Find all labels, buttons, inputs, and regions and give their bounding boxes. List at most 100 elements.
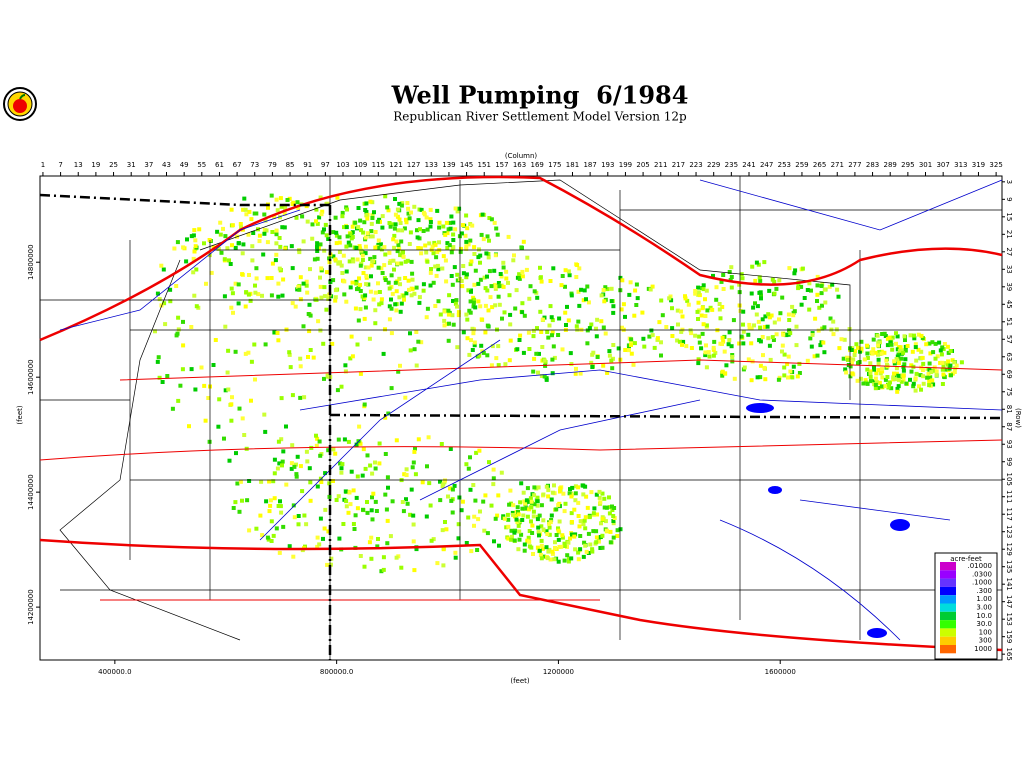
pumping-cell [331, 278, 336, 283]
pumping-cell [355, 474, 360, 479]
pumping-cell [192, 228, 197, 233]
pumping-cell [373, 230, 378, 234]
pumping-cell [551, 266, 556, 271]
column-tick-label: 289 [884, 161, 897, 169]
pumping-cell [271, 479, 276, 484]
pumping-cell [317, 215, 322, 220]
pumping-cell [331, 479, 335, 483]
pumping-cell [337, 536, 342, 541]
pumping-cell [536, 370, 540, 375]
pumping-cell [277, 461, 282, 466]
pumping-cell [752, 323, 756, 328]
pumping-cell [704, 288, 709, 293]
pumping-cell [354, 442, 359, 447]
pumping-cell [346, 510, 351, 515]
pumping-cell [324, 233, 329, 238]
pumping-cell [632, 341, 637, 346]
pumping-cell [488, 295, 493, 300]
pumping-cell [483, 286, 488, 291]
pumping-cell [472, 245, 477, 250]
pumping-cell [567, 491, 572, 496]
pumping-cell [278, 504, 283, 509]
pumping-cell [717, 307, 722, 312]
pumping-cell [278, 499, 282, 504]
pumping-cell [153, 329, 157, 334]
pumping-cell [374, 509, 379, 513]
pumping-cell [721, 273, 726, 277]
pumping-cell [562, 544, 567, 548]
pumping-cell [284, 327, 289, 332]
pumping-cell [428, 283, 433, 288]
row-tick-label: 39 [1005, 282, 1013, 291]
pumping-cell [705, 308, 710, 313]
pumping-cell [909, 369, 914, 374]
pumping-cell [602, 505, 607, 510]
pumping-cell [918, 373, 923, 378]
pumping-cell [342, 437, 347, 442]
pumping-cell [548, 304, 553, 309]
pumping-cell [880, 332, 885, 336]
pumping-cell [615, 534, 620, 538]
pumping-cell [308, 313, 313, 318]
pumping-cell [240, 498, 244, 503]
pumping-cell [933, 341, 938, 346]
pumping-cell [849, 360, 854, 365]
row-tick-label: 27 [1005, 247, 1013, 256]
pumping-cell [841, 356, 846, 361]
pumping-cell [175, 240, 180, 245]
pumping-cell [503, 362, 508, 367]
pumping-cell [549, 518, 554, 522]
pumping-cell [243, 304, 248, 309]
pumping-cell [464, 246, 469, 251]
pumping-cell [176, 327, 181, 332]
pumping-cell [872, 367, 876, 372]
pumping-cell [585, 505, 590, 510]
pumping-cell [901, 373, 906, 378]
y-tick-label: 14200000 [27, 589, 35, 625]
pumping-cell [781, 332, 786, 337]
pumping-cell [446, 308, 451, 313]
pumping-cell [298, 464, 303, 469]
pumping-cell [364, 282, 369, 287]
pumping-cell [605, 287, 610, 292]
pumping-cell [284, 424, 288, 429]
pumping-cell [563, 284, 567, 289]
pumping-cell [696, 317, 700, 321]
pumping-cell [376, 537, 380, 541]
pumping-cell [373, 308, 378, 313]
pumping-cell [487, 238, 491, 243]
pumping-cell [550, 371, 555, 376]
pumping-cell [548, 279, 553, 283]
pumping-cell [759, 293, 763, 298]
pumping-cell [945, 344, 950, 349]
pumping-cell [422, 212, 427, 217]
pumping-cell [373, 290, 378, 295]
pumping-cell [425, 306, 430, 311]
pumping-cell [900, 348, 905, 353]
pumping-cell [487, 269, 492, 274]
pumping-cell [202, 241, 206, 246]
pumping-cell [280, 459, 285, 464]
pumping-cell [897, 348, 902, 353]
pumping-cell [717, 302, 722, 306]
pumping-cell [191, 270, 196, 275]
pumping-cell [383, 278, 388, 282]
pumping-cell [523, 501, 528, 506]
pumping-cell [594, 535, 599, 540]
column-tick-label: 139 [442, 161, 455, 169]
pumping-cell [920, 368, 925, 372]
pumping-cell [383, 252, 388, 257]
pumping-cell [616, 346, 621, 351]
pumping-cell [297, 250, 302, 255]
pumping-cell [383, 194, 388, 199]
pumping-cell [740, 276, 745, 281]
pumping-cell [495, 513, 500, 518]
pumping-cell [350, 230, 355, 235]
pumping-cell [780, 349, 784, 354]
pumping-cell [294, 474, 299, 479]
pumping-cell [404, 497, 408, 502]
pumping-cell [473, 498, 478, 503]
pumping-cell [265, 276, 270, 281]
pumping-cell [762, 325, 767, 329]
column-tick-label: 205 [636, 161, 649, 169]
